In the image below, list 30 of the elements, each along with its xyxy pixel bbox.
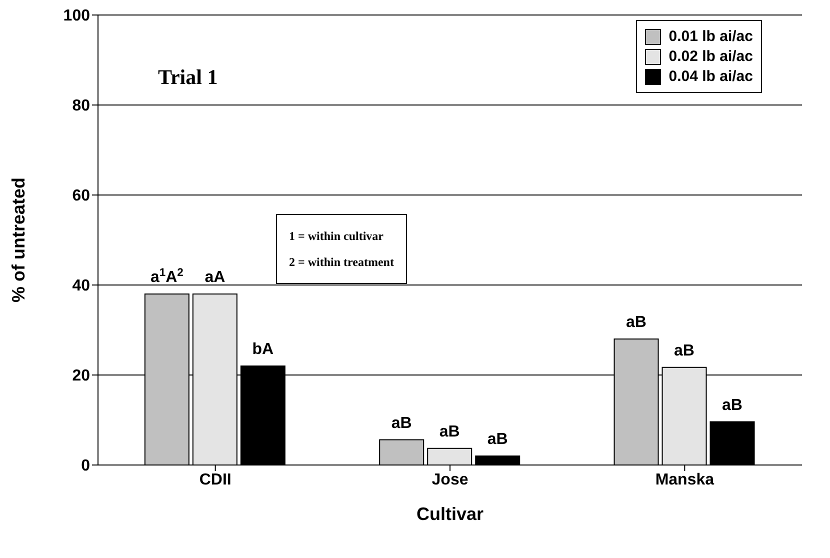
data-label: aB xyxy=(487,431,508,448)
x-tick-label: Manska xyxy=(655,471,714,488)
note-box: 1 = within cultivar 2 = within treatment xyxy=(276,214,407,284)
data-label: aB xyxy=(439,423,460,440)
data-label: aA xyxy=(204,269,226,286)
legend-label: 0.02 lb ai/ac xyxy=(668,48,753,65)
data-label: bA xyxy=(252,341,274,358)
x-tick-label: CDII xyxy=(199,471,232,488)
bar xyxy=(379,439,424,465)
x-axis-title: Cultivar xyxy=(416,504,484,524)
x-tick-label: Jose xyxy=(432,471,468,488)
legend-label: 0.04 lb ai/ac xyxy=(668,68,753,85)
y-tick-label: 0 xyxy=(81,458,90,475)
annotation: 2 = within treatment xyxy=(289,254,394,271)
y-tick-label: 20 xyxy=(72,368,90,385)
y-axis-title: % of untreated xyxy=(8,177,28,303)
data-label: aB xyxy=(391,414,412,432)
data-label: aB xyxy=(674,342,694,360)
y-tick-label: 80 xyxy=(72,98,90,115)
data-label: aB xyxy=(626,314,646,331)
legend-label: 0.01 lb ai/ac xyxy=(668,28,753,45)
bar xyxy=(475,456,520,465)
y-tick-label: 60 xyxy=(72,188,90,205)
text: Trial 1 xyxy=(158,65,218,90)
annotation: 1 = within cultivar xyxy=(289,228,385,245)
y-tick-label: 40 xyxy=(72,278,90,295)
data-label: a$^{1}$A$^{2}$ xyxy=(150,267,184,286)
data-label: aB xyxy=(722,396,742,414)
y-tick-label: 100 xyxy=(63,8,90,25)
bar xyxy=(710,421,755,465)
